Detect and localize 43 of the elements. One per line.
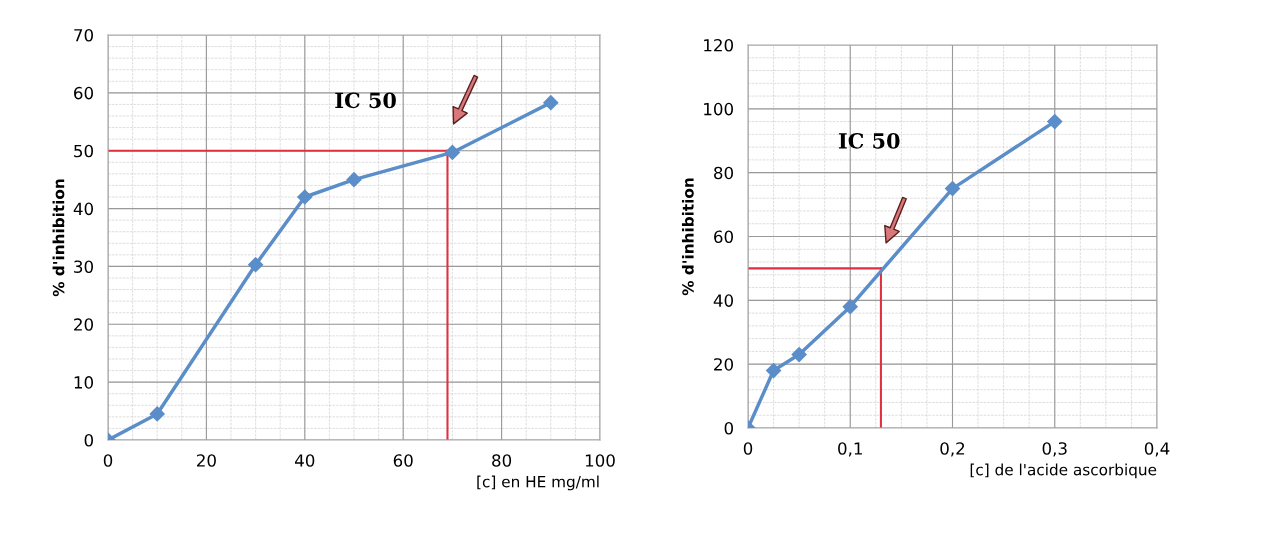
y-axis-title: % d'inhibition xyxy=(52,179,65,297)
x-tick-label: 60 xyxy=(393,454,413,467)
y-tick-label: 60 xyxy=(714,230,733,244)
x-tick-label: 0 xyxy=(743,442,753,455)
x-tick-label: 40 xyxy=(295,454,315,467)
point xyxy=(297,189,313,205)
y-tick-label: 20 xyxy=(714,358,733,371)
y-tick-label: 40 xyxy=(713,294,733,307)
x-tick-label: 0,1 xyxy=(838,442,862,457)
annotation: IC 50 xyxy=(838,132,900,149)
y-tick-label: 0 xyxy=(724,421,733,435)
x-tick-label: 0,3 xyxy=(1042,442,1067,457)
x-tick-label: 0,2 xyxy=(940,442,965,457)
y-tick-label: 20 xyxy=(74,318,93,331)
x-tick-label: 100 xyxy=(585,454,615,467)
x-axis-title: [c] de l'acide ascorbique xyxy=(970,463,1157,479)
point xyxy=(248,257,264,273)
y-tick-label: 60 xyxy=(74,86,93,100)
y-tick-label: 0 xyxy=(84,433,93,447)
point xyxy=(1047,114,1063,130)
y-tick-label: 10 xyxy=(74,376,93,389)
x-tick-label: 0 xyxy=(103,454,113,467)
point xyxy=(791,347,807,363)
x-tick-label: 20 xyxy=(197,454,216,467)
x-tick-label: 0,4 xyxy=(1144,442,1170,457)
y-tick-label: 120 xyxy=(704,38,733,52)
point xyxy=(842,299,858,315)
point xyxy=(346,172,362,188)
point xyxy=(543,95,559,111)
y-tick-label: 30 xyxy=(74,260,93,273)
y-tick-label: 50 xyxy=(74,144,93,158)
y-tick-label: 100 xyxy=(704,102,733,116)
annotation: IC 50 xyxy=(335,92,396,109)
y-tick-label: 80 xyxy=(714,166,733,180)
x-tick-label: 80 xyxy=(492,454,512,467)
y-tick-label: 40 xyxy=(73,202,93,216)
point xyxy=(944,181,961,197)
y-tick-label: 70 xyxy=(74,28,93,42)
point xyxy=(149,406,165,422)
point xyxy=(765,362,782,379)
y-axis-title: % d'inhibition xyxy=(681,178,694,296)
point xyxy=(444,144,460,161)
x-axis-title: [c] en HE mg/ml xyxy=(477,475,599,491)
